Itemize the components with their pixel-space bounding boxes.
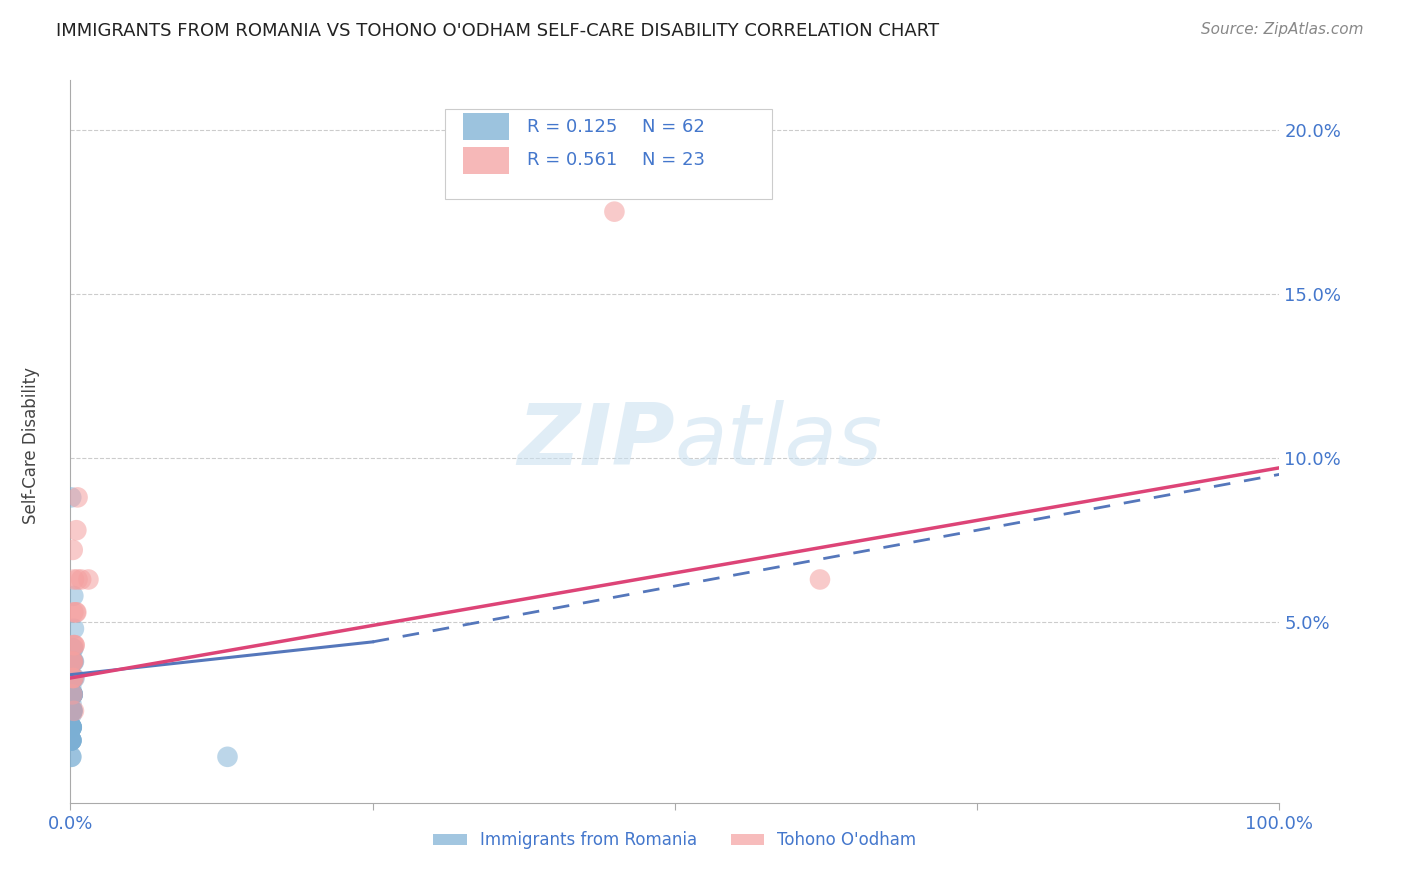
Text: R = 0.561: R = 0.561 [527, 152, 617, 169]
Point [808, 573, 831, 587]
Point [60, 733, 83, 747]
Point [66, 573, 89, 587]
Point [60, 733, 83, 747]
Point [63, 638, 86, 652]
Point [60, 720, 83, 734]
Point [60, 749, 83, 764]
Point [62, 687, 84, 701]
Point [62, 671, 84, 685]
Text: IMMIGRANTS FROM ROMANIA VS TOHONO O'ODHAM SELF-CARE DISABILITY CORRELATION CHART: IMMIGRANTS FROM ROMANIA VS TOHONO O'ODHA… [56, 22, 939, 40]
Point [60, 687, 83, 701]
Point [60, 655, 83, 669]
Point [63, 671, 86, 685]
Point [62, 655, 84, 669]
Point [62, 687, 84, 701]
Point [60, 681, 83, 695]
Point [217, 749, 239, 764]
Point [60, 704, 83, 718]
Point [62, 641, 84, 656]
Point [62, 589, 84, 603]
Point [62, 605, 84, 619]
Point [62, 671, 84, 685]
Point [60, 687, 83, 701]
Point [62, 671, 84, 685]
FancyBboxPatch shape [464, 147, 509, 174]
Text: ZIP: ZIP [517, 400, 675, 483]
Point [62, 655, 84, 669]
Point [63, 704, 86, 718]
Point [60, 687, 83, 701]
Point [60, 720, 83, 734]
Point [60, 655, 83, 669]
Point [65, 523, 87, 537]
Point [60, 720, 83, 734]
Point [60, 655, 83, 669]
Point [60, 749, 83, 764]
Point [60, 704, 83, 718]
Point [63, 655, 86, 669]
Point [62, 687, 84, 701]
Point [65, 605, 87, 619]
Point [60, 733, 83, 747]
Point [62, 687, 84, 701]
Point [70, 573, 93, 587]
Point [77, 573, 100, 587]
Point [60, 704, 83, 718]
Text: N = 62: N = 62 [643, 118, 704, 136]
Point [60, 687, 83, 701]
Point [62, 704, 84, 718]
Point [60, 720, 83, 734]
Point [62, 704, 84, 718]
Text: R = 0.125: R = 0.125 [527, 118, 617, 136]
Text: Self-Care Disability: Self-Care Disability [22, 368, 39, 524]
Text: N = 23: N = 23 [643, 152, 706, 169]
Point [60, 720, 83, 734]
Point [60, 720, 83, 734]
Point [63, 573, 86, 587]
Text: Source: ZipAtlas.com: Source: ZipAtlas.com [1201, 22, 1364, 37]
Point [66, 491, 89, 505]
Point [60, 687, 83, 701]
Point [62, 671, 84, 685]
Point [60, 671, 83, 685]
Point [60, 720, 83, 734]
Point [62, 641, 84, 656]
Point [62, 671, 84, 685]
Point [60, 720, 83, 734]
Legend: Immigrants from Romania, Tohono O'odham: Immigrants from Romania, Tohono O'odham [427, 824, 922, 856]
Point [60, 720, 83, 734]
Point [60, 707, 83, 722]
Point [60, 704, 83, 718]
Point [62, 655, 84, 669]
Point [62, 638, 84, 652]
Point [60, 733, 83, 747]
Text: atlas: atlas [675, 400, 883, 483]
Point [60, 704, 83, 718]
Point [62, 671, 84, 685]
Point [60, 720, 83, 734]
Point [62, 655, 84, 669]
Point [60, 704, 83, 718]
Point [63, 638, 86, 652]
Point [65, 605, 87, 619]
Point [62, 687, 84, 701]
Point [60, 704, 83, 718]
Point [603, 204, 626, 219]
Point [60, 733, 83, 747]
Point [62, 687, 84, 701]
Point [63, 671, 86, 685]
Point [62, 655, 84, 669]
Point [60, 720, 83, 734]
Point [62, 671, 84, 685]
Point [60, 698, 83, 712]
Point [60, 704, 83, 718]
FancyBboxPatch shape [464, 112, 509, 140]
Point [60, 704, 83, 718]
Point [63, 622, 86, 636]
Point [62, 542, 84, 557]
FancyBboxPatch shape [446, 109, 772, 200]
Point [60, 733, 83, 747]
Point [60, 491, 83, 505]
